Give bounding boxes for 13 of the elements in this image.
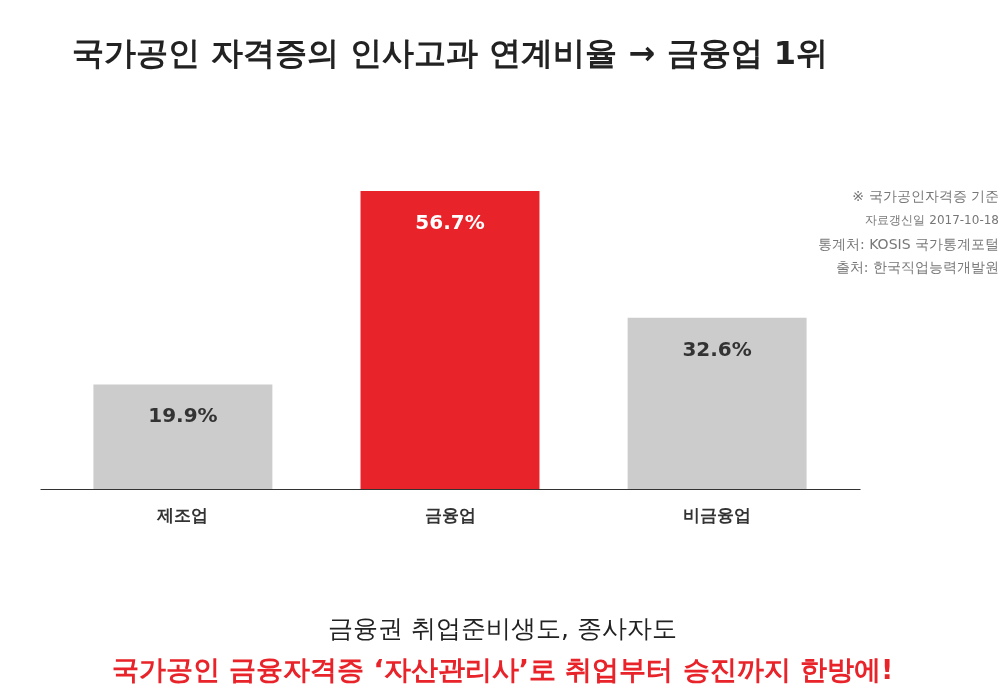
text: 국가공인 금융자격증 ‘자산관리사’로 취업부터 승진까지 한방에! (110, 653, 895, 687)
data-label: 56.7% (415, 210, 485, 234)
text: 자료갱신일 2017-10-18 (865, 212, 999, 229)
annotation: 출처: 한국직업능력개발원 (835, 259, 999, 277)
annotation: 통계처: KOSIS 국가통계포털 (818, 236, 999, 254)
x-tick-label: 제조업 (156, 504, 209, 525)
text: 금융권 취업준비생도, 종사자도 (327, 613, 678, 645)
data-label: 19.9% (148, 403, 218, 428)
chart-title: 국가공인 자격증의 인사고과 연계비율 → 금융업 1위 (72, 34, 828, 72)
x-tick-label: 금융업 (424, 504, 476, 525)
data-label: 32.6% (682, 336, 752, 361)
annotation: ※ 국가공인자격증 기준 (852, 188, 999, 206)
x-tick-label: 비금융업 (683, 504, 752, 525)
